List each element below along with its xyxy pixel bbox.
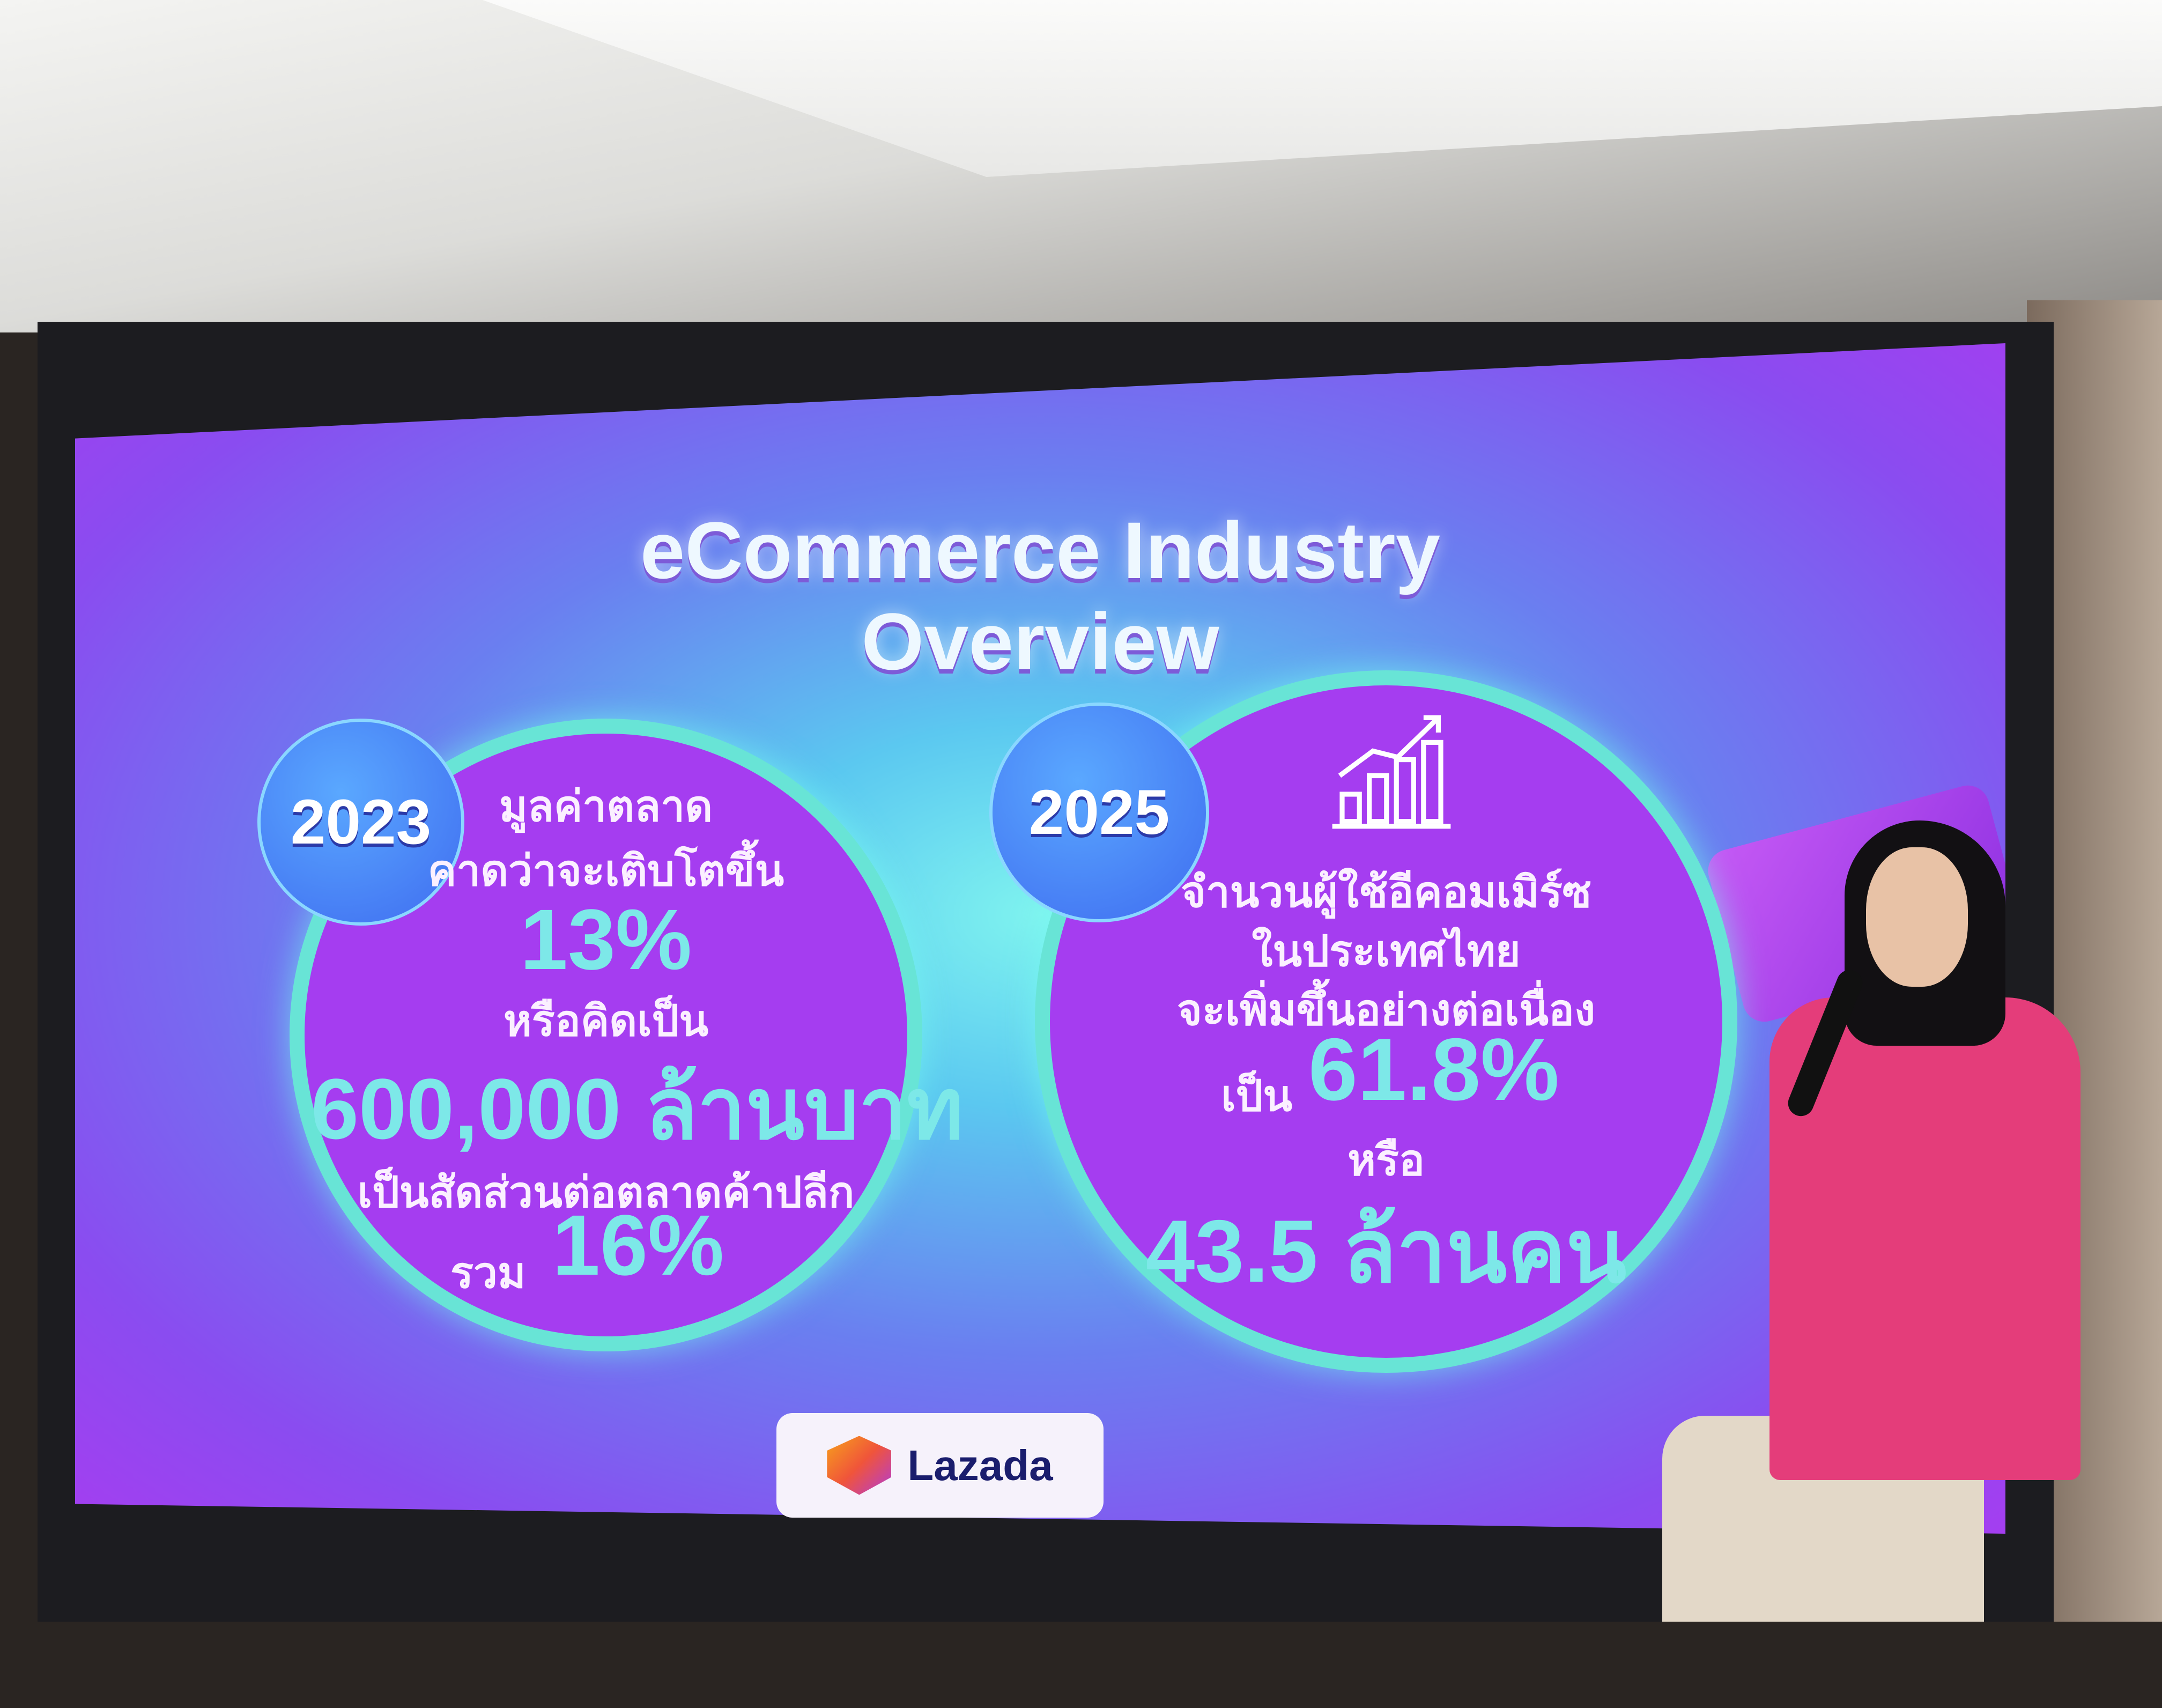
growth-chart-icon <box>1332 715 1451 829</box>
right-or: หรือ <box>1347 1136 1425 1184</box>
left-line1: มูลค่าตลาด <box>499 782 713 830</box>
right-line3: จะเพิ่มขึ้นอย่างต่อเนื่อง <box>1176 986 1596 1034</box>
left-line2: คาดว่าจะเติบโตขึ้น <box>427 847 784 894</box>
left-share: 16% <box>552 1197 724 1293</box>
lazada-wordmark: Lazada <box>907 1441 1053 1489</box>
slide-title-line1: eCommerce Industry <box>640 505 1441 595</box>
right-users: 43.5 ล้านคน <box>1145 1202 1627 1300</box>
year-badge-2025: 2025 <box>989 703 1209 922</box>
left-line4: เป็นสัดส่วนต่อตลาดค้าปลีก <box>357 1169 855 1216</box>
left-growth: 13% <box>520 891 692 987</box>
right-prefix: เป็น <box>1221 1072 1292 1120</box>
lazada-heart-icon <box>827 1436 892 1495</box>
year-badge-2023: 2023 <box>257 719 464 926</box>
right-line2: ในประเทศไทย <box>1252 927 1521 975</box>
left-line3: หรือคิดเป็น <box>503 997 709 1045</box>
lazada-logo: Lazada <box>776 1413 1104 1518</box>
right-line1: จำนวนผู้ใช้อีคอมเมิร์ซ <box>1180 868 1591 916</box>
projection-slide: eCommerce Industry Overview 2023 มูลค่าต… <box>75 343 2005 1534</box>
left-total-label: รวม <box>450 1249 526 1297</box>
left-value: 600,000 ล้านบาท <box>311 1061 964 1157</box>
slide-title-line2: Overview <box>861 596 1219 686</box>
presenter-face <box>1866 847 1968 987</box>
right-percent: 61.8% <box>1308 1020 1559 1119</box>
